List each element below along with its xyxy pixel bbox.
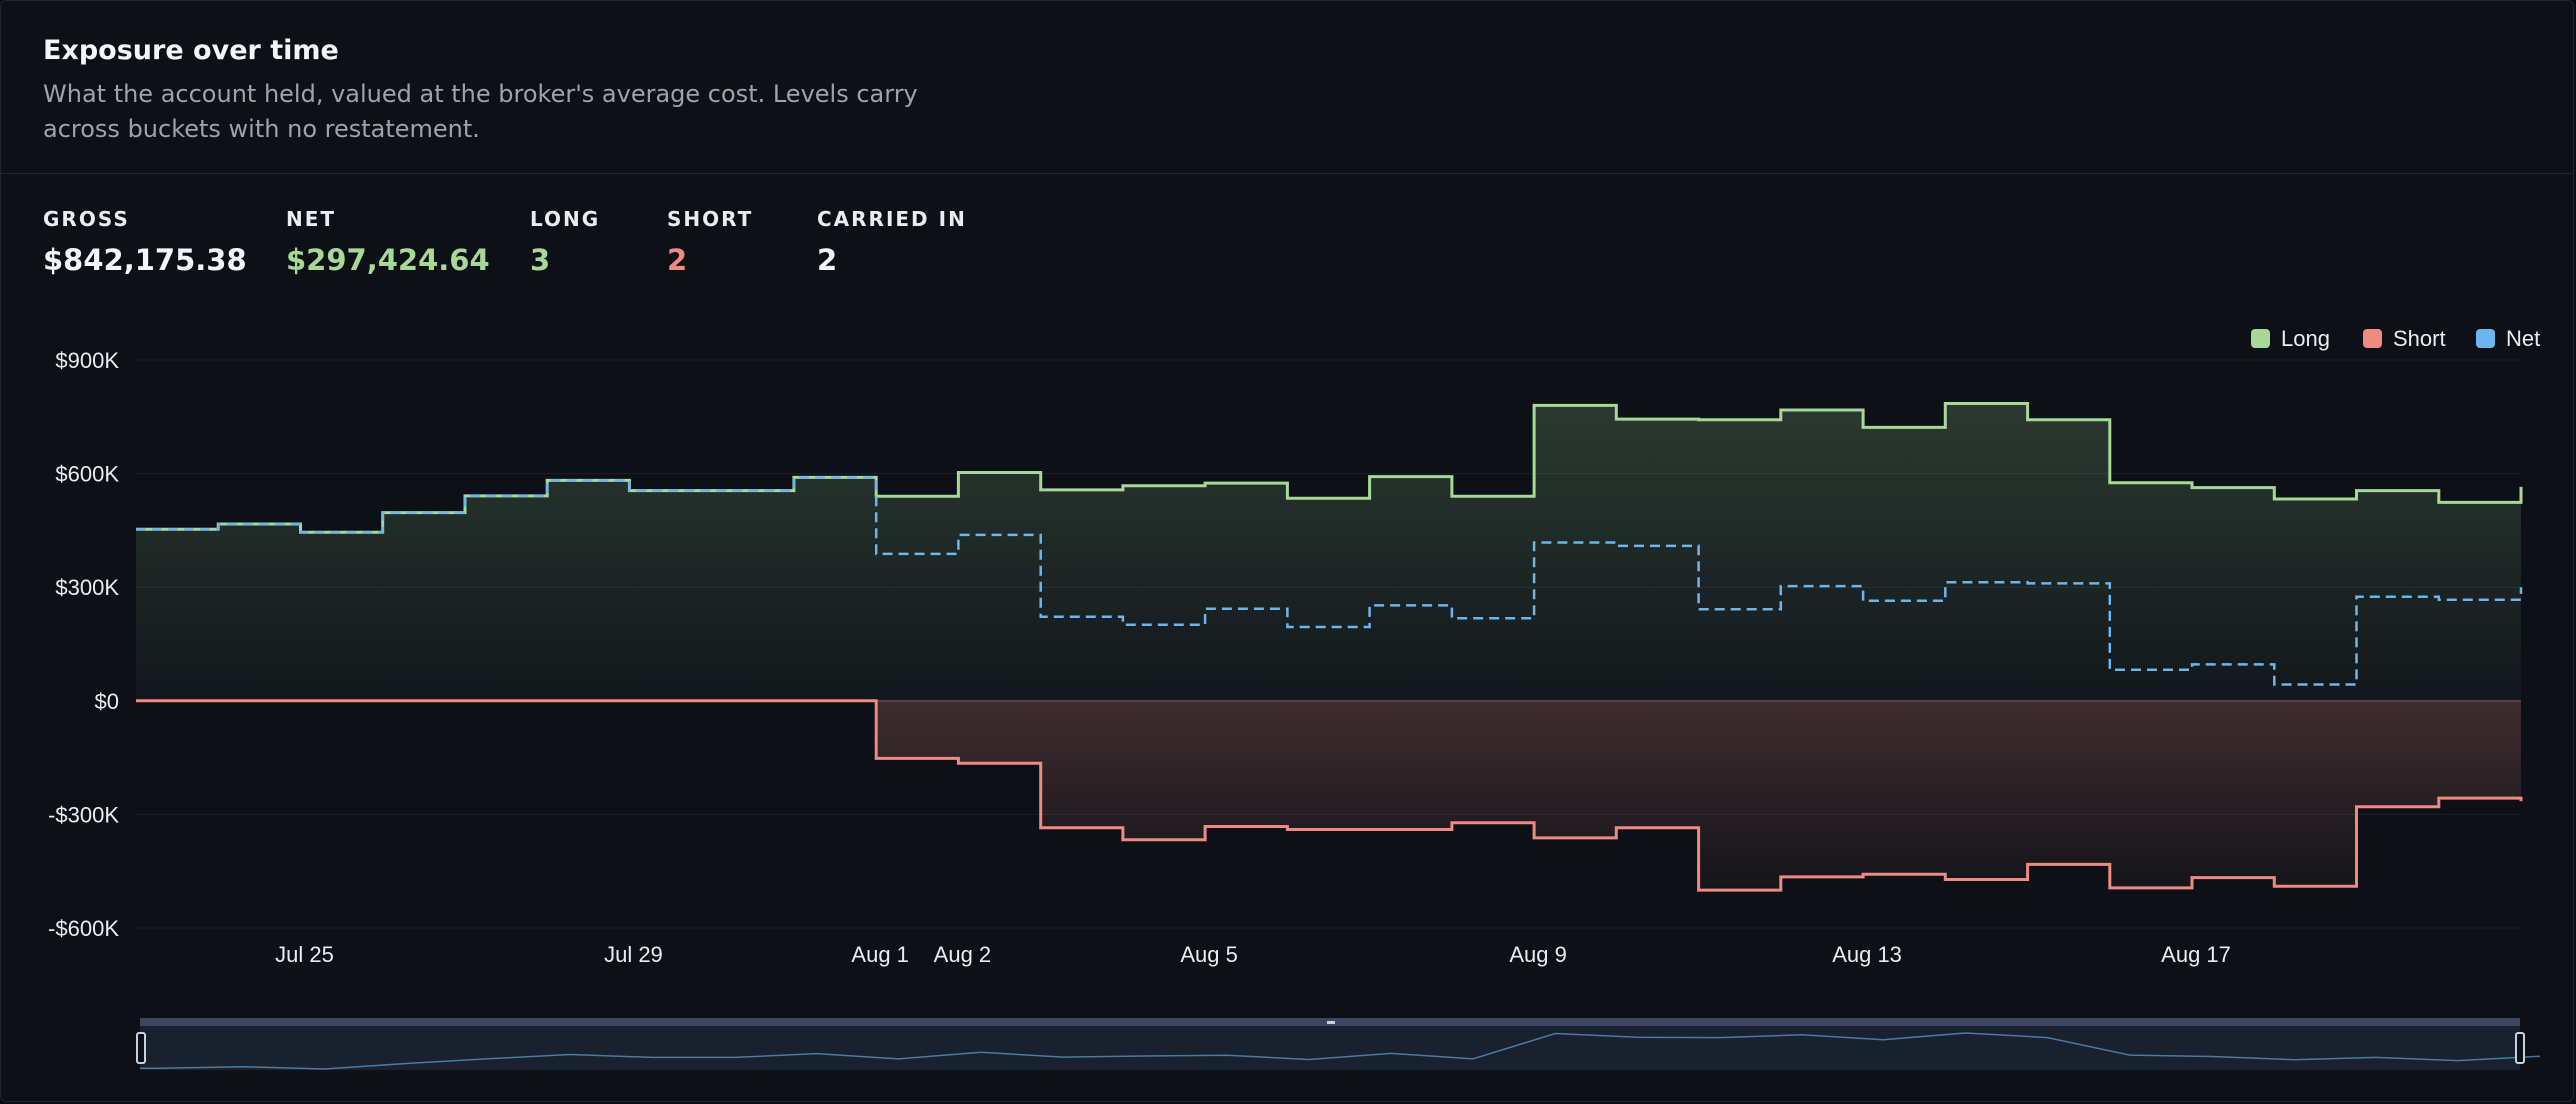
series-lines	[136, 402, 2523, 892]
y-tick-label: $600K	[55, 462, 119, 487]
x-tick-label: Jul 29	[604, 942, 663, 967]
stat-short: SHORT 2	[667, 207, 753, 277]
card-title: Exposure over time	[43, 35, 339, 66]
stat-net: NET $297,424.64	[286, 207, 490, 277]
stat-net-value: $297,424.64	[286, 243, 490, 277]
series-areas	[136, 403, 2521, 891]
x-tick-label: Aug 1	[851, 942, 909, 967]
y-tick-label: $900K	[55, 348, 119, 373]
x-axis: Jul 25 Jul 29 Aug 1 Aug 2 Aug 5 Aug 9 Aug 13 Au…	[275, 942, 2231, 967]
x-tick-label: Aug 17	[2161, 942, 2231, 967]
stat-long-label: LONG	[530, 207, 601, 231]
navigator-handle-left[interactable]	[136, 1032, 146, 1064]
stat-short-value: 2	[667, 243, 688, 277]
long-area	[136, 403, 2521, 701]
navigator-track	[140, 1018, 2520, 1070]
legend-item-net[interactable]: Net	[2476, 326, 2540, 351]
navigator-handle-right[interactable]	[2515, 1032, 2525, 1064]
x-tick-label: Jul 25	[275, 942, 334, 967]
navigator-grip[interactable]	[1327, 1021, 1335, 1024]
card-header: Exposure over time What the account held…	[1, 1, 2573, 174]
y-axis: $900K $600K $300K $0 -$300K -$600K	[48, 348, 119, 941]
stat-gross-label: GROSS	[43, 207, 130, 231]
legend-swatch	[2363, 329, 2382, 348]
legend-label: Net	[2506, 326, 2540, 351]
y-tick-label: -$600K	[48, 916, 119, 941]
legend-item-long[interactable]: Long	[2251, 326, 2330, 351]
x-tick-label: Aug 13	[1832, 942, 1902, 967]
stat-short-label: SHORT	[667, 207, 754, 231]
legend-item-short[interactable]: Short	[2363, 326, 2446, 351]
y-tick-label: $0	[95, 689, 119, 714]
y-tick-label: $300K	[55, 575, 119, 600]
stat-long: LONG 3	[530, 207, 600, 277]
x-tick-label: Aug 9	[1509, 942, 1567, 967]
legend-label: Short	[2393, 326, 2446, 351]
stat-carried-in-value: 2	[817, 243, 838, 277]
net-series-line	[136, 476, 2523, 686]
card-subtitle: What the account held, valued at the bro…	[43, 80, 918, 143]
stat-net-label: NET	[286, 207, 337, 231]
legend-label: Long	[2281, 326, 2330, 351]
short-area	[136, 700, 2521, 891]
legend-swatch	[2251, 329, 2270, 348]
navigator-series-line	[140, 1032, 2541, 1070]
stat-gross: GROSS $842,175.38	[43, 207, 247, 277]
y-tick-label: -$300K	[48, 802, 119, 827]
range-navigator[interactable]	[136, 1018, 2541, 1070]
stat-long-value: 3	[530, 243, 551, 277]
x-tick-label: Aug 5	[1180, 942, 1238, 967]
legend-swatch	[2476, 329, 2495, 348]
legend[interactable]: Long Short Net	[2251, 326, 2540, 351]
stat-gross-value: $842,175.38	[43, 243, 247, 277]
stat-carried-in-label: CARRIED IN	[817, 207, 967, 231]
stat-carried-in: CARRIED IN 2	[817, 207, 967, 277]
short-series-line	[136, 699, 2523, 892]
x-tick-label: Aug 2	[934, 942, 992, 967]
